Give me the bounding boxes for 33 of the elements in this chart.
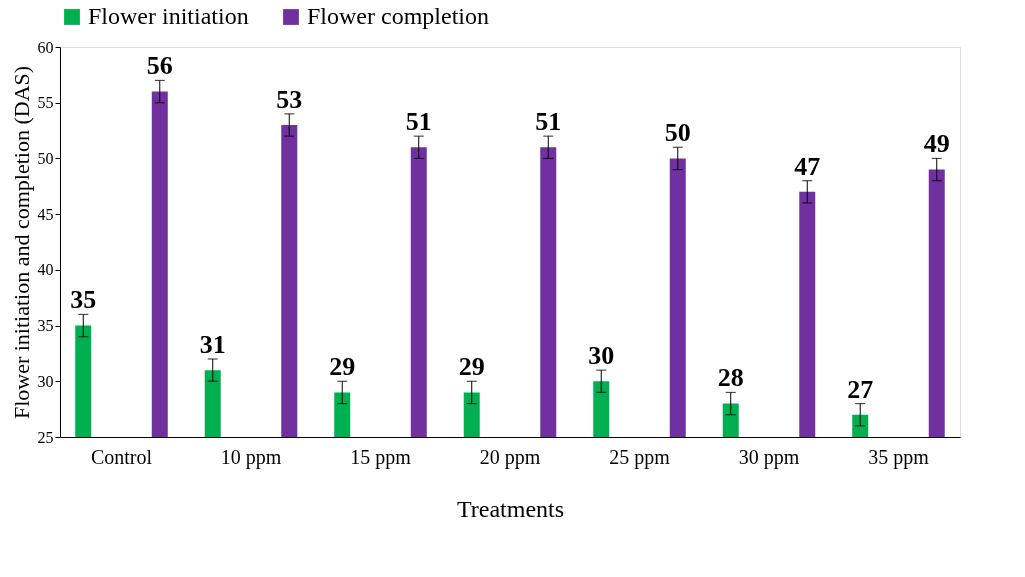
x-tick-label: 20 ppm	[479, 445, 541, 469]
x-tick-label: 25 ppm	[609, 445, 671, 469]
data-label: 56	[146, 51, 173, 81]
legend-label: Flower completion	[307, 3, 489, 29]
x-tick-label: 35 ppm	[868, 445, 930, 469]
x-tick-label: 30 ppm	[738, 445, 800, 469]
data-label: 29	[329, 352, 356, 382]
x-tick-label: 15 ppm	[350, 445, 412, 469]
y-axis-title: Flower initiation and completion (DAS)	[8, 65, 34, 420]
data-label: 49	[923, 129, 950, 159]
y-tick-label: 40	[37, 261, 54, 279]
x-tick-label: Control	[90, 445, 153, 468]
data-label: 30	[588, 341, 615, 371]
y-tick-label: 45	[37, 205, 54, 223]
data-label: 31	[199, 330, 226, 359]
data-label: 51	[535, 107, 562, 137]
data-label: 50	[664, 118, 691, 148]
x-tick-label: 10 ppm	[220, 445, 282, 469]
y-tick-label: 35	[37, 317, 54, 335]
data-label: 35	[70, 285, 97, 315]
y-tick-label: 50	[37, 149, 54, 167]
legend-label: Flower initiation	[88, 3, 249, 29]
data-label: 51	[405, 107, 432, 137]
y-tick-label: 60	[37, 38, 54, 56]
x-axis-title: Treatments	[456, 495, 565, 522]
data-label: 27	[847, 374, 874, 404]
data-label: 47	[794, 151, 821, 181]
data-label: 53	[276, 84, 303, 114]
y-tick-label: 25	[37, 428, 54, 446]
data-label: 28	[717, 363, 744, 393]
y-tick-label: 55	[37, 94, 54, 112]
data-label: 29	[458, 352, 485, 382]
y-tick-label: 30	[37, 372, 54, 390]
